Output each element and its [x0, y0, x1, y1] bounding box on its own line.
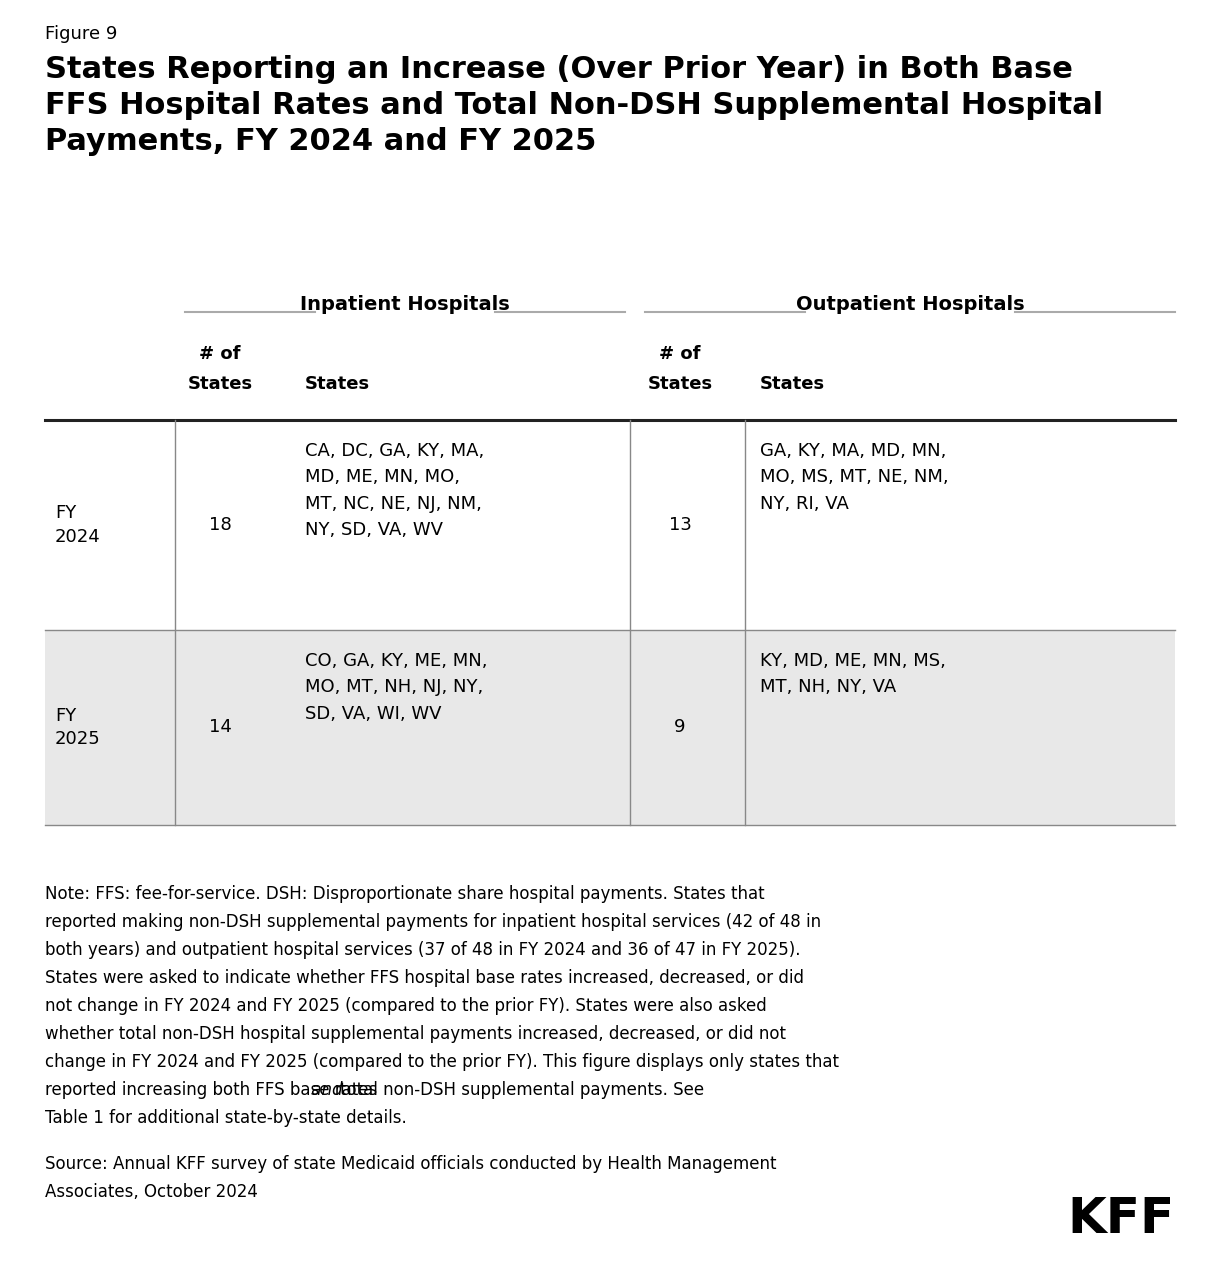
Text: FY
2024: FY 2024	[55, 505, 101, 545]
Text: # of: # of	[199, 345, 240, 363]
Bar	[45, 630, 1175, 825]
Text: States were asked to indicate whether FFS hospital base rates increased, decreas: States were asked to indicate whether FF…	[45, 969, 804, 987]
Text: Inpatient Hospitals: Inpatient Hospitals	[300, 295, 510, 314]
Text: reported increasing both FFS base rates: reported increasing both FFS base rates	[45, 1082, 377, 1099]
Text: reported making non-DSH supplemental payments for inpatient hospital services (4: reported making non-DSH supplemental pay…	[45, 913, 821, 931]
Text: change in FY 2024 and FY 2025 (compared to the prior FY). This figure displays o: change in FY 2024 and FY 2025 (compared …	[45, 1052, 839, 1071]
Text: and: and	[306, 1082, 348, 1099]
Text: States: States	[188, 375, 253, 393]
Text: total non-DSH supplemental payments. See: total non-DSH supplemental payments. See	[340, 1082, 704, 1099]
Text: CA, DC, GA, KY, MA,
MD, ME, MN, MO,
MT, NC, NE, NJ, NM,
NY, SD, VA, WV: CA, DC, GA, KY, MA, MD, ME, MN, MO, MT, …	[305, 443, 484, 539]
Text: KY, MD, ME, MN, MS,
MT, NH, NY, VA: KY, MD, ME, MN, MS, MT, NH, NY, VA	[760, 652, 946, 696]
Text: whether total non-DSH hospital supplemental payments increased, decreased, or di: whether total non-DSH hospital supplemen…	[45, 1025, 786, 1044]
Text: Note: FFS: fee-for-service. DSH: Disproportionate share hospital payments. State: Note: FFS: fee-for-service. DSH: Disprop…	[45, 885, 765, 903]
Text: 18: 18	[209, 516, 232, 534]
Text: States: States	[648, 375, 712, 393]
Text: KFF: KFF	[1068, 1194, 1175, 1243]
Text: both years) and outpatient hospital services (37 of 48 in FY 2024 and 36 of 47 i: both years) and outpatient hospital serv…	[45, 941, 800, 959]
Text: Table 1 for additional state-by-state details.: Table 1 for additional state-by-state de…	[45, 1110, 406, 1127]
Text: FY
2025: FY 2025	[55, 706, 101, 748]
Text: # of: # of	[659, 345, 700, 363]
Text: Source: Annual KFF survey of state Medicaid officials conducted by Health Manage: Source: Annual KFF survey of state Medic…	[45, 1155, 776, 1173]
Text: States: States	[305, 375, 370, 393]
Text: 9: 9	[675, 719, 686, 737]
Text: 14: 14	[209, 719, 232, 737]
Text: 13: 13	[669, 516, 692, 534]
Text: CO, GA, KY, ME, MN,
MO, MT, NH, NJ, NY,
SD, VA, WI, WV: CO, GA, KY, ME, MN, MO, MT, NH, NJ, NY, …	[305, 652, 488, 723]
Text: GA, KY, MA, MD, MN,
MO, MS, MT, NE, NM,
NY, RI, VA: GA, KY, MA, MD, MN, MO, MS, MT, NE, NM, …	[760, 443, 949, 512]
Text: Outpatient Hospitals: Outpatient Hospitals	[795, 295, 1025, 314]
Text: Associates, October 2024: Associates, October 2024	[45, 1183, 257, 1201]
Text: not change in FY 2024 and FY 2025 (compared to the prior FY). States were also a: not change in FY 2024 and FY 2025 (compa…	[45, 997, 766, 1014]
Text: States Reporting an Increase (Over Prior Year) in Both Base
FFS Hospital Rates a: States Reporting an Increase (Over Prior…	[45, 55, 1103, 156]
Text: Figure 9: Figure 9	[45, 25, 117, 43]
Text: States: States	[760, 375, 825, 393]
